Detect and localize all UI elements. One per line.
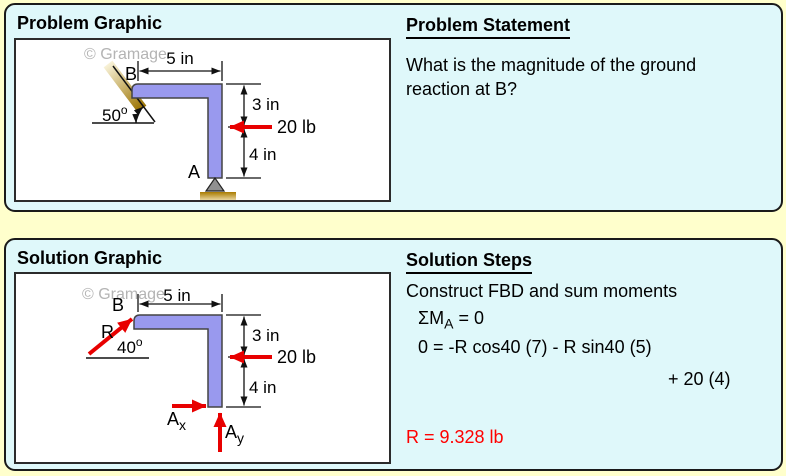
- ground-pad: [200, 192, 236, 203]
- point-b-label: B: [125, 64, 137, 84]
- point-b-label: B: [112, 295, 124, 315]
- dim-upper-label: 3 in: [252, 95, 279, 114]
- ax-label: Ax: [167, 409, 186, 433]
- angle-arc-arrow: [132, 106, 144, 124]
- force-label: 20 lb: [277, 117, 316, 137]
- beam: [131, 83, 223, 179]
- point-a-label: A: [188, 162, 200, 182]
- solution-step-moment-continuation: + 20 (4): [668, 369, 731, 389]
- beam: [133, 314, 223, 408]
- solution-step-sum-moments: ΣMA = 0: [418, 308, 484, 332]
- problem-graphic-heading: Problem Graphic: [17, 13, 163, 33]
- problem-statement-section: Problem Statement What is the magnitude …: [406, 15, 778, 101]
- watermark: © Gramage: [82, 286, 165, 303]
- solution-panel: Solution Graphic © Gramage B R 40o 5 in: [4, 238, 783, 471]
- force-label: 20 lb: [277, 347, 316, 367]
- angle-label: 50o: [102, 103, 128, 125]
- reaction-label: R: [101, 322, 114, 342]
- solution-diagram-box: © Gramage B R 40o 5 in 3 in: [14, 272, 391, 464]
- reaction-arrow: [87, 317, 134, 356]
- solution-steps-section: Solution Steps: [406, 250, 778, 274]
- dim-horizontal-label: 5 in: [166, 49, 193, 68]
- problem-statement-text: What is the magnitude of the ground reac…: [406, 55, 697, 99]
- watermark: © Gramage: [84, 46, 167, 63]
- dim-lower-label: 4 in: [249, 378, 276, 397]
- solution-step-construct: Construct FBD and sum moments: [406, 281, 678, 301]
- dim-horizontal-label: 5 in: [163, 286, 190, 305]
- problem-diagram-box: © Gramage B A 50o 5 in 3: [14, 38, 391, 203]
- incline-support-surface: [103, 60, 147, 113]
- ay-label: Ay: [225, 422, 244, 446]
- problem-diagram: © Gramage B A 50o 5 in 3: [84, 46, 316, 203]
- solution-step-moment-equation: 0 = -R cos40 (7) - R sin40 (5): [418, 337, 652, 357]
- problem-statement-heading: Problem Statement: [406, 15, 571, 39]
- problem-panel: Problem Graphic © Gramage: [4, 3, 783, 212]
- solution-diagram: © Gramage B R 40o 5 in 3 in: [82, 286, 316, 452]
- dim-lower-label: 4 in: [249, 145, 276, 164]
- solution-result: R = 9.328 lb: [406, 427, 504, 447]
- pin-support-triangle: [204, 176, 226, 192]
- dim-upper-label: 3 in: [252, 326, 279, 345]
- solution-steps-heading: Solution Steps: [406, 250, 532, 274]
- angle-label: 40o: [117, 335, 143, 357]
- solution-graphic-heading: Solution Graphic: [17, 248, 163, 268]
